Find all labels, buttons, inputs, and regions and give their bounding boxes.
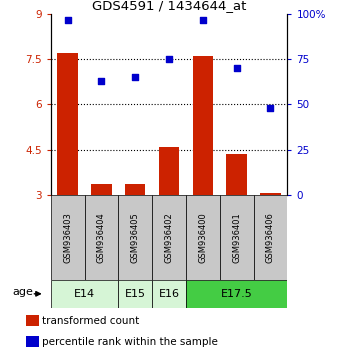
Text: E15: E15 (125, 289, 146, 299)
Text: transformed count: transformed count (42, 316, 139, 326)
Point (99, 78, 104, 84)
Text: GSM936401: GSM936401 (232, 212, 241, 263)
Bar (226, 154, 247, 195)
Bar (152, 280, 186, 308)
Bar (125, 184, 145, 195)
Text: E14: E14 (74, 289, 95, 299)
Bar (57, 53, 78, 195)
Bar (51, 195, 84, 280)
Title: GDS4591 / 1434644_at: GDS4591 / 1434644_at (92, 0, 246, 12)
Text: age: age (13, 287, 33, 297)
Bar (220, 195, 254, 280)
Bar (186, 280, 287, 308)
Text: GSM936404: GSM936404 (97, 212, 106, 263)
Bar (186, 195, 220, 280)
Bar (193, 56, 213, 195)
Text: percentile rank within the sample: percentile rank within the sample (42, 337, 218, 347)
Bar (91, 184, 112, 195)
Bar (26, 336, 39, 347)
Text: GSM936406: GSM936406 (266, 212, 275, 263)
Text: E17.5: E17.5 (221, 289, 252, 299)
Bar (118, 195, 152, 280)
Point (65, 17, 70, 22)
Point (132, 75, 138, 80)
Point (268, 105, 273, 111)
Bar (152, 195, 186, 280)
Bar (118, 280, 152, 308)
Bar (159, 147, 179, 195)
Text: GSM936402: GSM936402 (165, 212, 173, 263)
Text: E16: E16 (159, 289, 179, 299)
Bar (84, 195, 118, 280)
Text: GSM936403: GSM936403 (63, 212, 72, 263)
Bar (51, 280, 118, 308)
Point (166, 57, 172, 62)
Bar (254, 195, 287, 280)
Text: GSM936400: GSM936400 (198, 212, 207, 263)
Text: GSM936405: GSM936405 (131, 212, 140, 263)
Bar (260, 193, 281, 195)
Point (234, 65, 239, 71)
Bar (26, 315, 39, 326)
Point (200, 17, 206, 22)
